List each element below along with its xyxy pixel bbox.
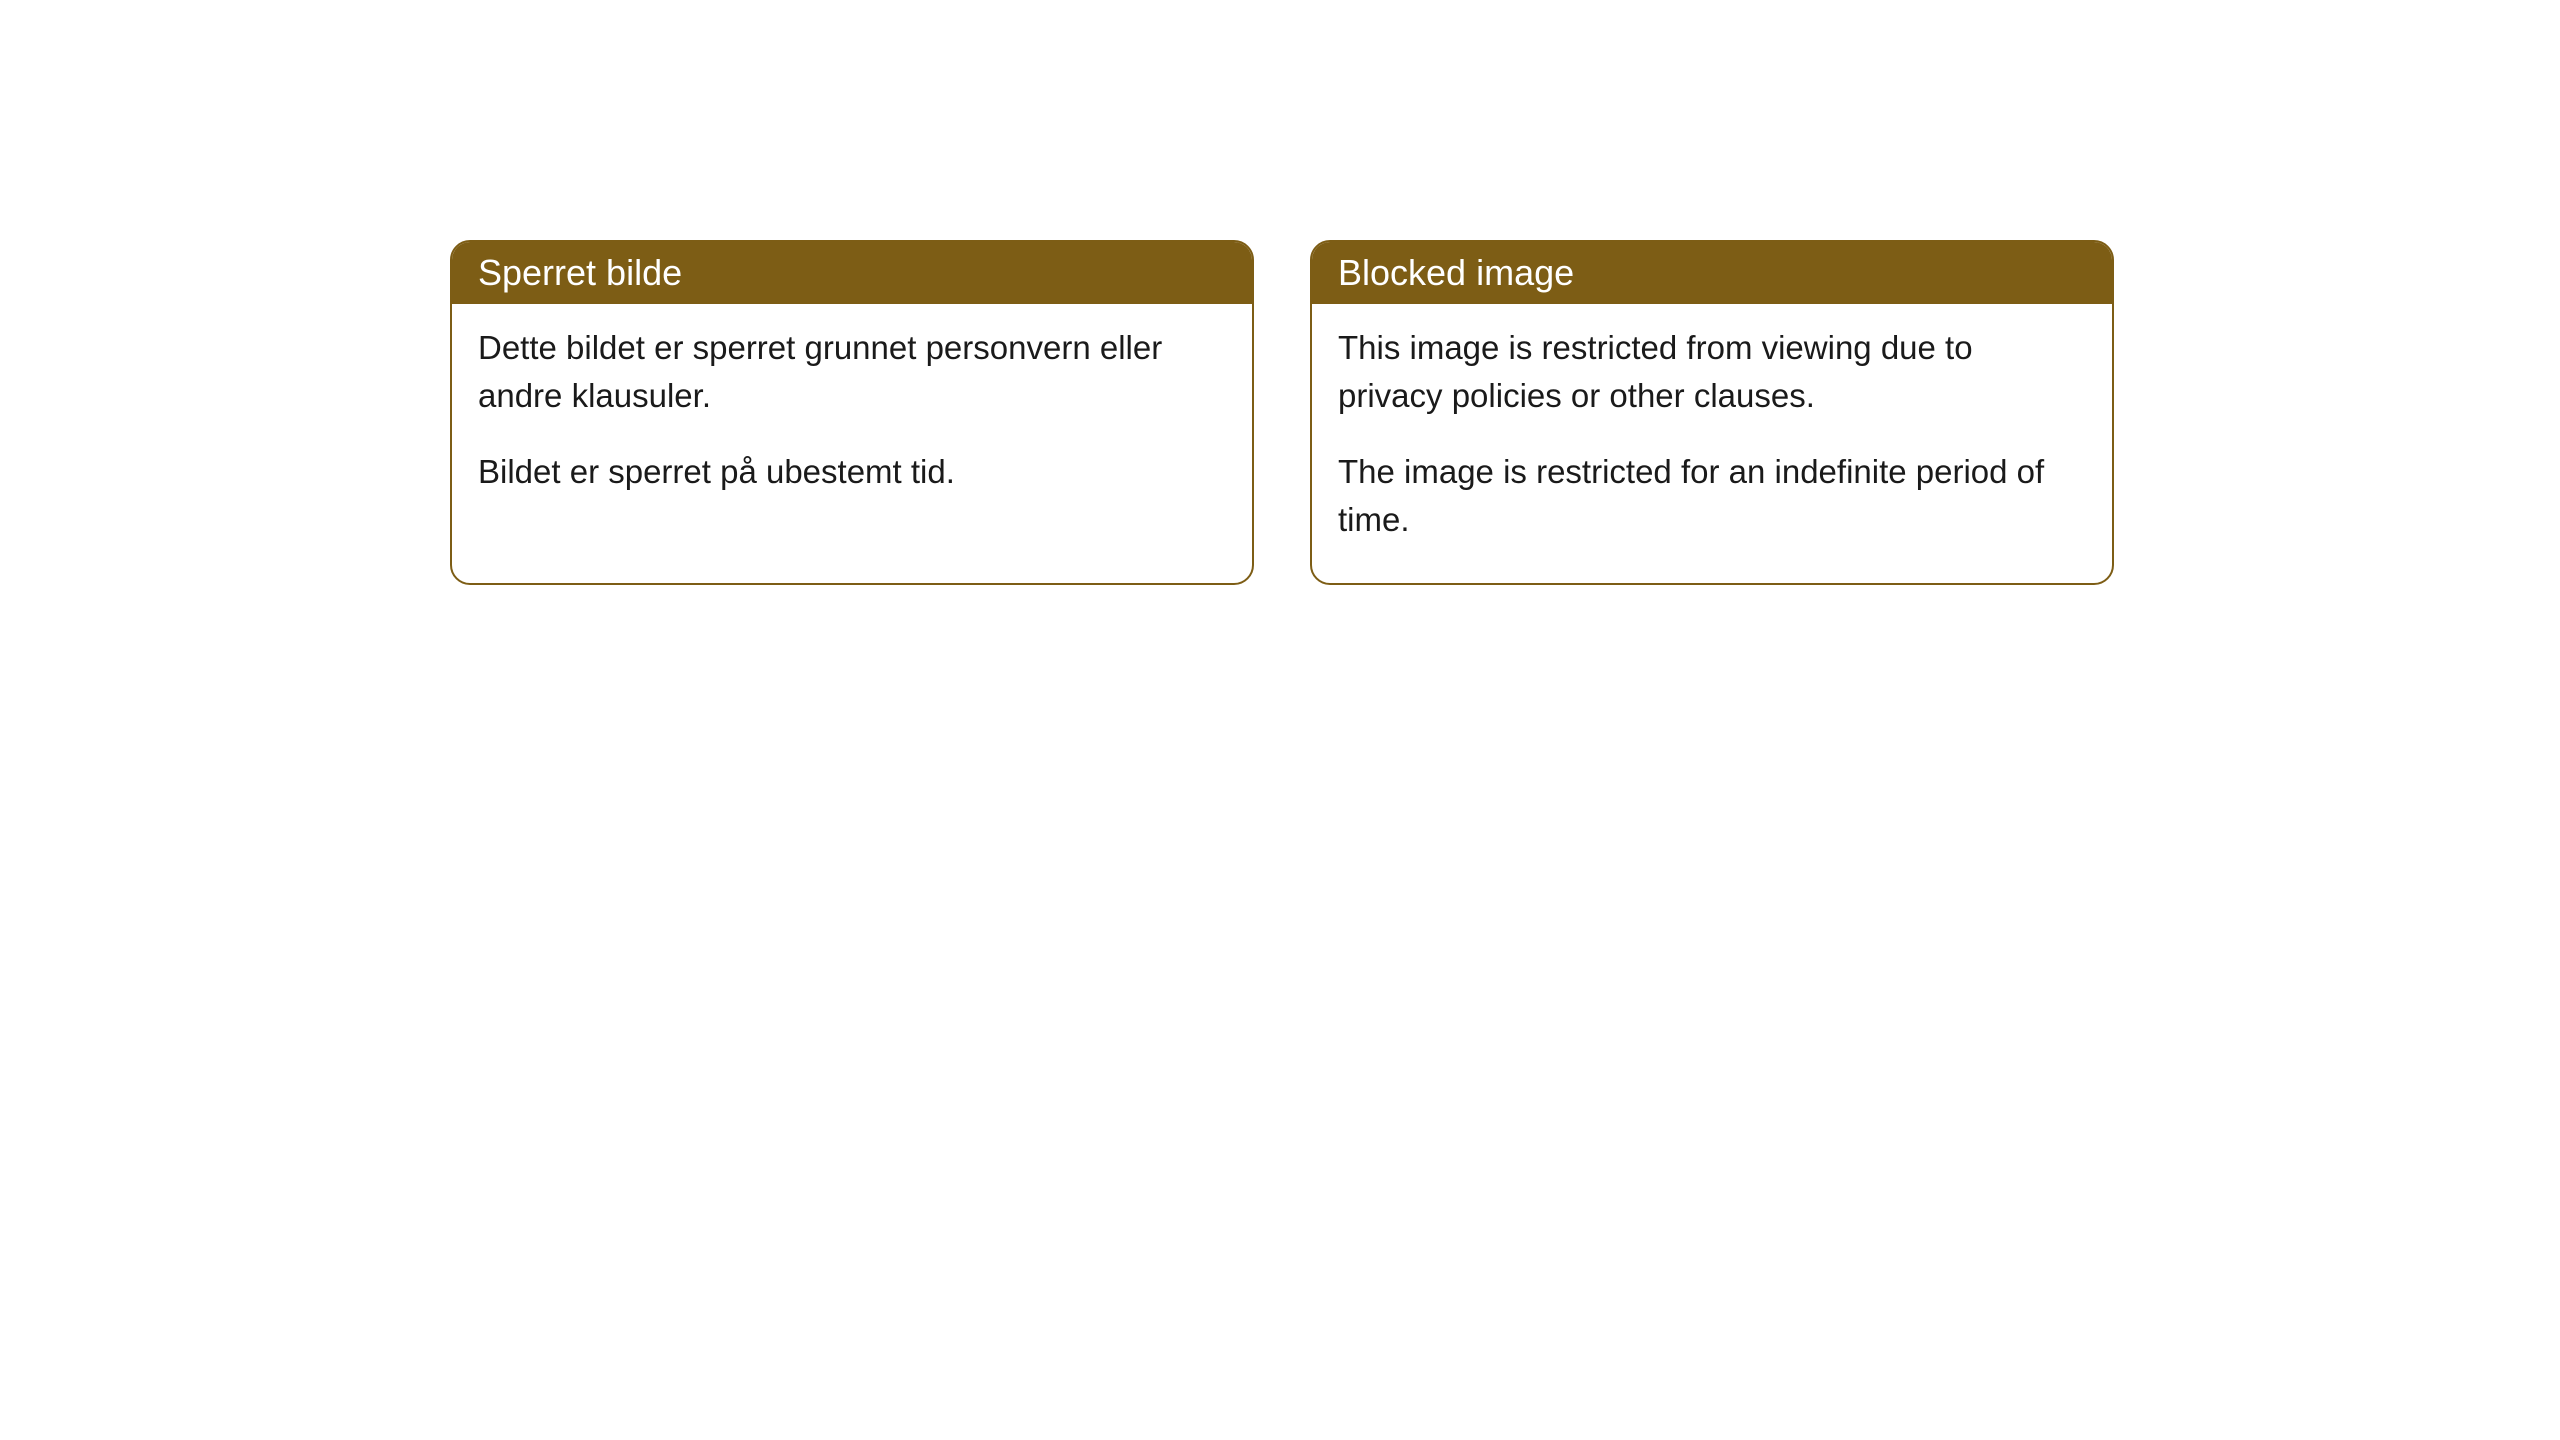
notice-body: Dette bildet er sperret grunnet personve… [452, 304, 1252, 536]
notice-header: Blocked image [1312, 242, 2112, 304]
notice-body: This image is restricted from viewing du… [1312, 304, 2112, 583]
notice-box-english: Blocked image This image is restricted f… [1310, 240, 2114, 585]
notice-container: Sperret bilde Dette bildet er sperret gr… [450, 240, 2114, 585]
notice-paragraph: Bildet er sperret på ubestemt tid. [478, 448, 1226, 496]
notice-box-norwegian: Sperret bilde Dette bildet er sperret gr… [450, 240, 1254, 585]
notice-paragraph: This image is restricted from viewing du… [1338, 324, 2086, 420]
notice-paragraph: Dette bildet er sperret grunnet personve… [478, 324, 1226, 420]
notice-paragraph: The image is restricted for an indefinit… [1338, 448, 2086, 544]
notice-header: Sperret bilde [452, 242, 1252, 304]
